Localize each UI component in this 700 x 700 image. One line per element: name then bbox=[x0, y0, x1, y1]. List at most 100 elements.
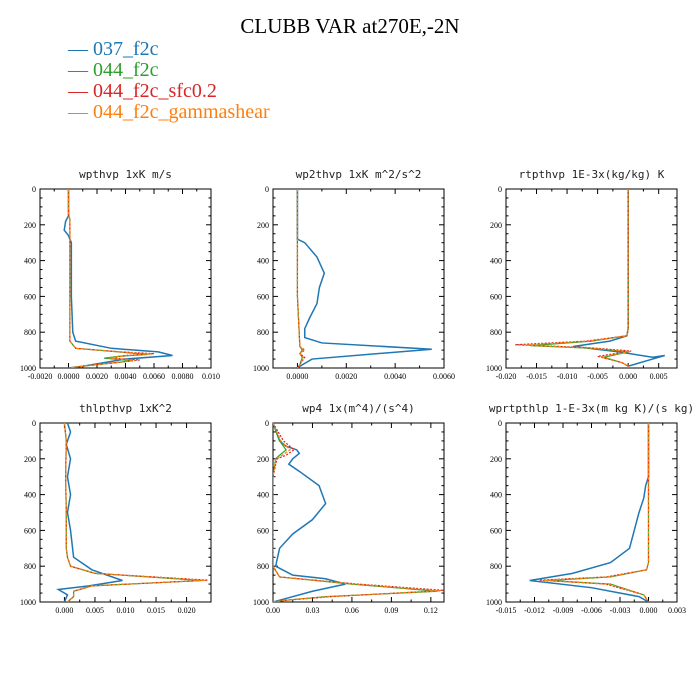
x-tick-label: 0.0000 bbox=[58, 372, 80, 381]
series-line-037-f2c bbox=[56, 423, 123, 602]
panel-wp2thvp: wp2thvp 1xK m^2/s^2 0 200 400 600 800 1000 0.00… bbox=[253, 168, 455, 381]
x-tick-label: -0.005 bbox=[587, 372, 608, 381]
series-group bbox=[63, 189, 173, 368]
x-tick-label: 0.0060 bbox=[433, 372, 455, 381]
x-tick-label: 0.000 bbox=[619, 372, 637, 381]
legend-line-icon: — bbox=[68, 101, 88, 123]
y-tick-label: 600 bbox=[24, 292, 36, 301]
x-tick-label: 0.010 bbox=[117, 606, 135, 615]
x-tick-label: 0.005 bbox=[650, 372, 668, 381]
y-tick-label: 200 bbox=[257, 455, 269, 464]
x-tick-label: 0.015 bbox=[147, 606, 165, 615]
series-group bbox=[515, 189, 666, 368]
x-tick-label: 0.010 bbox=[202, 372, 220, 381]
y-tick-label: 600 bbox=[490, 292, 502, 301]
y-tick-label: 0 bbox=[498, 419, 502, 428]
y-tick-label: 200 bbox=[24, 455, 36, 464]
series-line-044-f2c-sfc0-2 bbox=[296, 189, 306, 368]
legend-label: 037_f2c bbox=[93, 38, 159, 60]
legend-item-044-f2c-gammashear: — 044_f2c_gammashear bbox=[68, 101, 270, 124]
y-tick-label: 200 bbox=[490, 221, 502, 230]
series-group bbox=[56, 423, 208, 602]
x-tick-label: 0.0020 bbox=[86, 372, 108, 381]
y-tick-label: 400 bbox=[257, 257, 269, 266]
plot-frame bbox=[272, 188, 445, 369]
y-tick-label: 400 bbox=[490, 491, 502, 500]
series-line-044-f2c-sfc0-2 bbox=[515, 189, 632, 368]
y-tick-label: 800 bbox=[490, 562, 502, 571]
legend-line-icon: — bbox=[68, 59, 88, 81]
legend-label: 044_f2c_sfc0.2 bbox=[93, 80, 217, 102]
x-tick-label: -0.006 bbox=[581, 606, 602, 615]
y-tick-label: 1000 bbox=[486, 364, 502, 373]
y-tick-label: 600 bbox=[490, 526, 502, 535]
y-tick-label: 0 bbox=[265, 185, 269, 194]
panel-title: wp4 1x(m^4)/(s^4) bbox=[302, 402, 415, 415]
y-tick-label: 800 bbox=[257, 328, 269, 337]
x-tick-label: 0.0040 bbox=[384, 372, 406, 381]
series-line-044-f2c-gammashear bbox=[296, 189, 305, 368]
legend-line-icon: — bbox=[68, 38, 88, 60]
x-tick-label: -0.015 bbox=[526, 372, 547, 381]
x-tick-label: 0.0060 bbox=[143, 372, 165, 381]
x-tick-label: -0.003 bbox=[610, 606, 631, 615]
panel-title: wpthvp 1xK m/s bbox=[79, 168, 172, 181]
x-tick-label: 0.003 bbox=[668, 606, 686, 615]
series-line-037-f2c bbox=[529, 423, 650, 602]
panel-title: thlpthvp 1xK^2 bbox=[79, 402, 172, 415]
figure-title: CLUBB VAR at270E,-2N bbox=[240, 14, 460, 38]
y-tick-label: 1000 bbox=[486, 598, 502, 607]
x-tick-label: 0.0000 bbox=[286, 372, 308, 381]
y-tick-label: 600 bbox=[257, 292, 269, 301]
series-line-044-f2c-gammashear bbox=[524, 189, 631, 368]
y-tick-label: 1000 bbox=[20, 364, 36, 373]
series-line-037-f2c bbox=[273, 423, 346, 602]
legend-item-044-f2c: — 044_f2c bbox=[68, 59, 159, 82]
x-tick-label: -0.015 bbox=[496, 606, 517, 615]
x-tick-label: 0.0020 bbox=[335, 372, 357, 381]
panel-thlpthvp: thlpthvp 1xK^2 0 200 400 600 800 1000 0.000 0.00… bbox=[20, 402, 212, 615]
series-line-044-f2c bbox=[273, 423, 438, 602]
y-tick-label: 800 bbox=[490, 328, 502, 337]
legend-line-icon: — bbox=[68, 80, 88, 102]
x-tick-label: 0.000 bbox=[640, 606, 658, 615]
x-tick-label: 0.00 bbox=[266, 606, 280, 615]
x-tick-label: 0.020 bbox=[178, 606, 196, 615]
y-tick-label: 400 bbox=[257, 491, 269, 500]
series-line-044-f2c-gammashear bbox=[273, 423, 441, 602]
series-line-044-f2c-sfc0-2 bbox=[63, 423, 208, 602]
panel-title: rtpthvp 1E-3x(kg/kg) K bbox=[519, 168, 665, 181]
y-tick-label: 200 bbox=[257, 221, 269, 230]
y-tick-label: 1000 bbox=[253, 364, 269, 373]
y-tick-label: 600 bbox=[257, 526, 269, 535]
x-tick-label: -0.009 bbox=[553, 606, 574, 615]
panel-title: wp2thvp 1xK m^2/s^2 bbox=[296, 168, 422, 181]
series-line-037-f2c bbox=[63, 189, 173, 368]
panel-rtpthvp: rtpthvp 1E-3x(kg/kg) K02004006008001000-… bbox=[486, 168, 678, 381]
series-line-044-f2c-gammashear bbox=[63, 423, 205, 602]
x-tick-label: -0.010 bbox=[557, 372, 578, 381]
y-tick-label: 200 bbox=[490, 455, 502, 464]
panel-wpthvp: wpthvp 1xK m/s 0 200 400 600 800 1000-0.0020 0.… bbox=[20, 168, 220, 381]
plot-frame bbox=[39, 188, 212, 369]
x-tick-label: 0.03 bbox=[305, 606, 319, 615]
y-tick-label: 200 bbox=[24, 221, 36, 230]
x-tick-label: 0.06 bbox=[345, 606, 359, 615]
series-line-044-f2c-sfc0-2 bbox=[67, 189, 155, 368]
y-tick-label: 800 bbox=[257, 562, 269, 571]
y-tick-label: 0 bbox=[32, 185, 36, 194]
y-tick-label: 0 bbox=[265, 419, 269, 428]
y-tick-label: 1000 bbox=[253, 598, 269, 607]
x-tick-label: 0.000 bbox=[55, 606, 73, 615]
legend-item-037-f2c: — 037_f2c bbox=[68, 38, 159, 61]
legend-item-044-f2c-sfc0.2: — 044_f2c_sfc0.2 bbox=[68, 80, 217, 103]
plot-frame bbox=[505, 422, 678, 603]
x-tick-label: -0.020 bbox=[496, 372, 517, 381]
y-tick-label: 400 bbox=[490, 257, 502, 266]
series-line-044-f2c-gammashear bbox=[543, 423, 650, 602]
panel-title: wprtpthlp 1-E-3x(m kg K)/(s kg) bbox=[489, 402, 694, 415]
x-tick-label: 0.0080 bbox=[172, 372, 194, 381]
x-tick-label: 0.12 bbox=[424, 606, 438, 615]
series-line-044-f2c bbox=[67, 189, 147, 368]
